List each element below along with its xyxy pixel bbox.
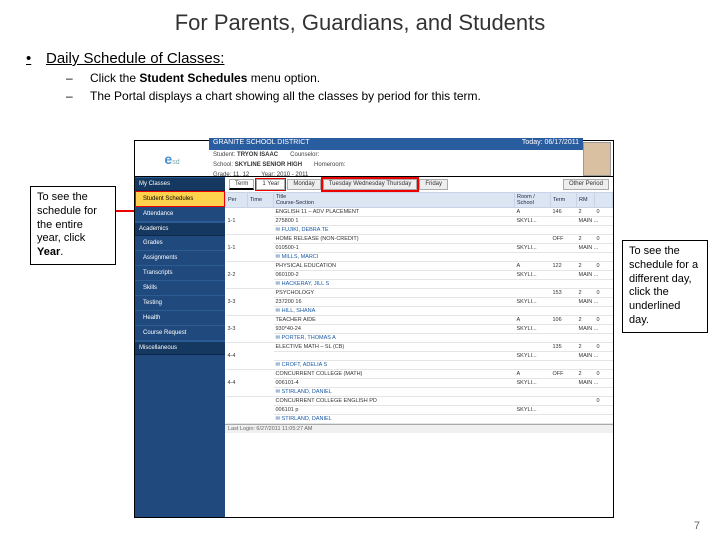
tab-term[interactable]: Term bbox=[229, 179, 254, 190]
sidebar: My Classes Student Schedules Attendance … bbox=[135, 177, 225, 517]
callout-left-pre: To see the schedule for the entire year,… bbox=[37, 191, 97, 244]
sub1-bold: Student Schedules bbox=[139, 71, 247, 85]
label-school: School: bbox=[213, 162, 233, 168]
col-per: Per bbox=[226, 193, 248, 208]
sub1-post: menu option. bbox=[247, 71, 320, 85]
slide-title: For Parents, Guardians, and Students bbox=[0, 0, 720, 36]
student-name: TRYON ISAAC bbox=[237, 152, 278, 158]
portal-logo: esd bbox=[135, 141, 209, 176]
col-time: Time bbox=[248, 193, 274, 208]
callout-left-bold: Year bbox=[37, 246, 60, 258]
table-row: 1-1HOME RELEASE (NON-CREDIT)OFF20 bbox=[226, 235, 613, 244]
col-room: Room / School bbox=[515, 193, 551, 208]
tab-friday[interactable]: Friday bbox=[419, 179, 448, 190]
portal-screenshot: esd GRANITE SCHOOL DISTRICT Today: 06/17… bbox=[134, 140, 614, 518]
term-tabs: Term 1 Year Monday Tuesday Wednesday Thu… bbox=[225, 177, 613, 192]
table-row: 3-3TEACHER AIDEA10620 bbox=[226, 316, 613, 325]
sub-bullets: – Click the Student Schedules menu optio… bbox=[0, 71, 720, 107]
sidebar-item-skills[interactable]: Skills bbox=[135, 281, 225, 296]
callout-day: To see the schedule for a different day,… bbox=[622, 240, 708, 333]
table-row: 2-2PHYSICAL EDUCATIONA12220 bbox=[226, 262, 613, 271]
label-student: Student: bbox=[213, 152, 235, 158]
sidebar-item-testing[interactable]: Testing bbox=[135, 296, 225, 311]
sidebar-item-health[interactable]: Health bbox=[135, 311, 225, 326]
table-row: 4-4CONCURRENT COLLEGE (MATH)AOFF20 bbox=[226, 370, 613, 379]
school-name: SKYLINE SENIOR HIGH bbox=[235, 162, 302, 168]
dash: – bbox=[66, 71, 90, 85]
sidebar-group-misc: Miscellaneous bbox=[135, 341, 225, 355]
table-row: CONCURRENT COLLEGE ENGLISH PD0 bbox=[226, 397, 613, 406]
today-date: Today: 06/17/2011 bbox=[522, 139, 579, 149]
tab-year[interactable]: 1 Year bbox=[256, 179, 285, 190]
portal-topbar: esd GRANITE SCHOOL DISTRICT Today: 06/17… bbox=[135, 141, 613, 177]
bullet-dot: • bbox=[26, 50, 46, 67]
callout-left-post: . bbox=[60, 246, 63, 258]
callout-year: To see the schedule for the entire year,… bbox=[30, 186, 116, 265]
tab-midweek[interactable]: Tuesday Wednesday Thursday bbox=[323, 179, 418, 190]
col-title: TitleCourse-Section bbox=[274, 193, 515, 208]
label-counselor: Counselor: bbox=[290, 152, 319, 158]
sidebar-item-grades[interactable]: Grades bbox=[135, 236, 225, 251]
sub1-pre: Click the bbox=[90, 71, 139, 85]
sidebar-item-course-request[interactable]: Course Request bbox=[135, 326, 225, 341]
table-row: 4-4ELECTIVE MATH – SL (CB)13520 bbox=[226, 343, 613, 352]
bullet-daily-schedule: • Daily Schedule of Classes: bbox=[0, 36, 720, 71]
dash: – bbox=[66, 89, 90, 103]
bullet-text: Daily Schedule of Classes: bbox=[46, 50, 224, 67]
portal-main: Term 1 Year Monday Tuesday Wednesday Thu… bbox=[225, 177, 613, 517]
student-avatar bbox=[583, 142, 611, 176]
sidebar-group-academics: Academics bbox=[135, 222, 225, 236]
table-row: 1-1ENGLISH 11 – ADV PLACEMENTA14620 bbox=[226, 208, 613, 217]
sidebar-item-schedules[interactable]: Student Schedules bbox=[135, 191, 225, 207]
schedule-table: Per Time TitleCourse-Section Room / Scho… bbox=[225, 192, 613, 424]
district-bar: GRANITE SCHOOL DISTRICT Today: 06/17/201… bbox=[209, 138, 583, 150]
label-homeroom: Homeroom: bbox=[314, 162, 345, 168]
col-term: Term bbox=[551, 193, 577, 208]
table-row: 3-3PSYCHOLOGY15320 bbox=[226, 289, 613, 298]
tab-other-period[interactable]: Other Period bbox=[563, 179, 609, 190]
page-number: 7 bbox=[694, 520, 700, 532]
col-rm: RM bbox=[577, 193, 595, 208]
portal-footer: Last Login: 6/27/2011 11:05:27 AM bbox=[225, 424, 613, 433]
sidebar-item-transcripts[interactable]: Transcripts bbox=[135, 266, 225, 281]
sub2: The Portal displays a chart showing all … bbox=[90, 89, 481, 103]
sidebar-item-assignments[interactable]: Assignments bbox=[135, 251, 225, 266]
tab-monday[interactable]: Monday bbox=[287, 179, 320, 190]
district-name: GRANITE SCHOOL DISTRICT bbox=[213, 139, 310, 149]
sidebar-item-attendance[interactable]: Attendance bbox=[135, 207, 225, 222]
sidebar-group-classes: My Classes bbox=[135, 177, 225, 191]
